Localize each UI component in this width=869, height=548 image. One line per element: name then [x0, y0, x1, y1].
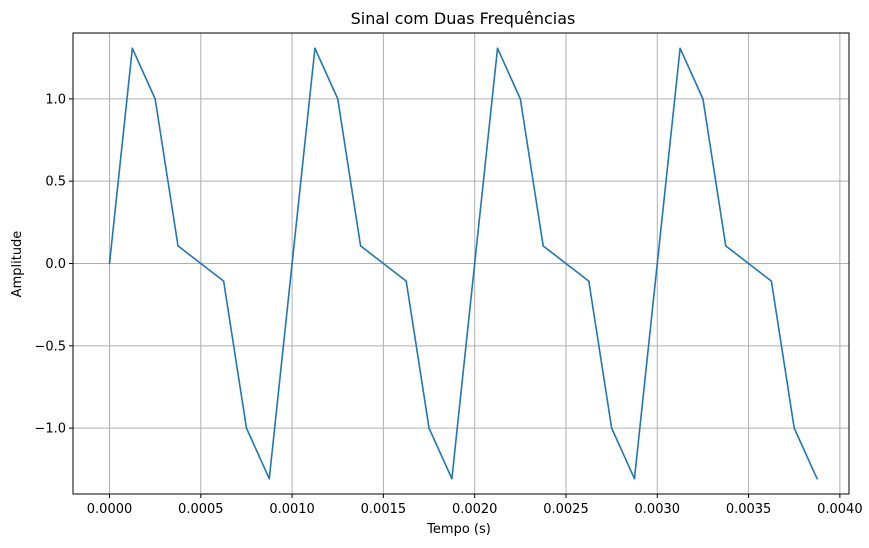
data-point — [336, 98, 339, 100]
data-point — [245, 427, 248, 429]
y-axis: −1.0 −0.5 0.0 0.5 1.0 — [34, 92, 73, 437]
data-point — [702, 98, 704, 100]
data-point — [633, 477, 636, 480]
x-tick-label: 0.0020 — [452, 502, 498, 517]
data-point — [747, 262, 750, 265]
data-point — [268, 477, 271, 480]
data-point — [222, 280, 225, 282]
x-tick-label: 0.0030 — [635, 502, 681, 517]
x-tick-label: 0.0005 — [178, 502, 224, 517]
series-line — [108, 47, 818, 480]
data-point — [382, 262, 385, 265]
data-point — [724, 245, 727, 247]
data-point — [816, 477, 818, 480]
y-tick-label: −1.0 — [34, 422, 66, 437]
series-layer — [108, 47, 818, 480]
x-tick-label: 0.0025 — [543, 502, 589, 517]
data-point — [565, 262, 567, 265]
x-axis-label: Tempo (s) — [426, 522, 491, 537]
data-point — [428, 427, 430, 429]
x-tick-label: 0.0035 — [726, 502, 772, 517]
data-point — [496, 47, 499, 50]
chart-title: Sinal com Duas Frequências — [351, 9, 576, 28]
data-point — [177, 245, 179, 247]
data-point — [679, 47, 681, 50]
x-axis: 0.0000 0.0005 0.0010 0.0015 0.0020 0.0025 0.00… — [87, 494, 863, 517]
y-tick-label: 0.5 — [45, 175, 66, 190]
data-point — [519, 98, 522, 100]
y-tick-label: 1.0 — [45, 92, 66, 107]
y-tick-label: −0.5 — [34, 339, 66, 354]
data-point — [473, 262, 476, 265]
data-point — [131, 47, 134, 50]
data-point — [656, 262, 659, 265]
data-point — [291, 262, 293, 265]
x-tick-label: 0.0040 — [817, 502, 863, 517]
x-tick-label: 0.0015 — [361, 502, 407, 517]
data-point — [405, 280, 408, 282]
data-point — [359, 245, 362, 247]
x-tick-label: 0.0000 — [87, 502, 133, 517]
data-point — [200, 262, 202, 265]
x-tick-label: 0.0010 — [269, 502, 315, 517]
data-point — [770, 280, 773, 282]
data-point — [793, 427, 796, 429]
grid — [73, 33, 849, 494]
data-point — [314, 47, 316, 50]
data-point — [610, 427, 613, 429]
y-axis-label: Amplitude — [10, 231, 25, 298]
data-point — [108, 262, 111, 265]
data-point — [451, 477, 453, 480]
data-point — [588, 280, 590, 282]
data-point — [542, 245, 544, 247]
data-point — [154, 98, 156, 100]
y-tick-label: 0.0 — [45, 257, 66, 272]
